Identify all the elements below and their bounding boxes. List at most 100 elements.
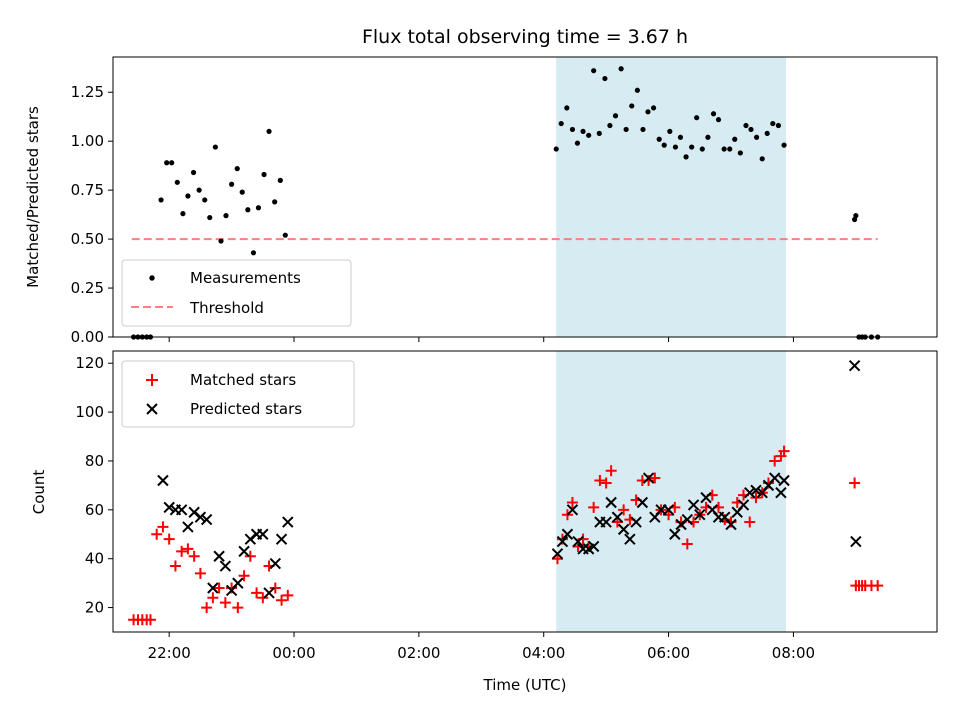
measurement-point xyxy=(255,205,262,211)
measurement-point xyxy=(234,166,240,172)
measurement-point xyxy=(748,126,754,133)
matched-star-point xyxy=(594,475,606,487)
matched-star-point xyxy=(188,550,200,562)
top-panel: 0.00 0.25 0.50 0.75 1.00 1.25 Matched/Predict… xyxy=(24,56,938,346)
predicted-star-point xyxy=(561,528,574,540)
predicted-star-point xyxy=(556,535,569,548)
measurement-point xyxy=(650,105,657,111)
top-ylabel: Matched/Predicted stars xyxy=(24,106,42,288)
measurement-point xyxy=(229,181,235,187)
predicted-star-point xyxy=(213,550,225,562)
bottom-panel: 20 40 60 80 100 120 22:00 00:00 02:00 04:00 06:00 0… xyxy=(30,350,938,694)
top-ytick-label: 0.50 xyxy=(71,230,104,248)
measurement-point xyxy=(775,122,782,129)
predicted-star-point xyxy=(275,533,288,545)
matched-star-point xyxy=(778,445,790,457)
top-ytick-label: 0.00 xyxy=(71,328,104,346)
matched-star-point xyxy=(588,501,600,513)
predicted-star-point xyxy=(269,557,282,570)
bottom-ytick-label: 40 xyxy=(85,550,104,568)
predicted-star-point xyxy=(775,487,787,499)
matched-star-point xyxy=(618,504,630,516)
measurement-point xyxy=(180,211,186,217)
measurement-point xyxy=(245,207,251,213)
predicted-star-point xyxy=(200,513,213,526)
top-legend-label-1: Threshold xyxy=(189,299,264,317)
predicted-star-point xyxy=(737,499,750,511)
chart-title: Flux total observing time = 3.67 h xyxy=(362,26,688,48)
matched-star-point xyxy=(163,533,175,545)
matched-star-point xyxy=(872,580,884,592)
measurement-point xyxy=(781,142,787,148)
measurement-point xyxy=(689,144,695,150)
predicted-star-point xyxy=(778,474,790,487)
predicted-star-point xyxy=(282,516,294,528)
measurement-point xyxy=(645,109,651,115)
xtick-label: 04:00 xyxy=(522,644,565,662)
matched-star-point xyxy=(238,570,250,582)
matched-star-point xyxy=(151,528,163,540)
bottom-legend: Matched stars Predicted stars xyxy=(121,360,355,428)
predicted-star-point xyxy=(238,545,250,558)
measurement-point xyxy=(174,179,180,185)
matched-star-point xyxy=(605,465,617,477)
matched-star-point xyxy=(744,516,756,528)
xtick-label: 06:00 xyxy=(647,644,690,662)
matched-star-point xyxy=(232,602,244,614)
bottom-legend-label-0: Matched stars xyxy=(190,371,296,389)
measurement-point xyxy=(721,146,727,152)
measurement-point xyxy=(218,238,224,244)
measurement-point xyxy=(558,120,564,127)
top-ytick-label: 0.25 xyxy=(71,279,104,297)
measurement-point xyxy=(607,122,613,129)
measurement-point xyxy=(677,134,684,140)
predicted-star-point xyxy=(850,535,862,548)
measurement-point xyxy=(715,117,722,123)
bottom-ytick-label: 120 xyxy=(75,354,104,372)
measurement-point xyxy=(710,111,717,117)
measurement-point xyxy=(574,140,581,146)
matched-star-point xyxy=(157,521,169,533)
top-observing-span xyxy=(556,57,786,337)
measurement-point xyxy=(618,66,624,72)
measurement-point xyxy=(564,105,570,111)
predicted-star-point xyxy=(744,487,756,499)
xtick-label: 22:00 xyxy=(148,644,191,662)
predicted-star-point xyxy=(600,516,612,528)
bottom-ytick-label: 20 xyxy=(85,599,104,617)
bottom-ytick-label: 100 xyxy=(75,403,104,421)
measurement-point xyxy=(169,160,175,166)
predicted-star-point xyxy=(551,548,564,560)
measurement-point xyxy=(699,146,705,152)
bottom-ytick-label: 60 xyxy=(85,501,104,519)
matched-star-point xyxy=(144,614,156,626)
predicted-star-point xyxy=(681,513,694,526)
measurement-point xyxy=(753,134,760,140)
xtick-label: 02:00 xyxy=(397,644,440,662)
x-axis-label: Time (UTC) xyxy=(483,676,567,694)
matched-star-point xyxy=(276,594,288,606)
predicted-star-point xyxy=(768,472,781,484)
matched-star-point xyxy=(213,582,225,594)
measurement-point xyxy=(261,171,267,178)
matched-star-point xyxy=(750,492,762,504)
bottom-legend-label-1: Predicted stars xyxy=(190,400,302,418)
predicted-star-point xyxy=(219,560,232,572)
matched-star-point xyxy=(244,550,256,562)
matched-legend-marker xyxy=(146,374,158,386)
predicted-star-point xyxy=(232,577,244,589)
measurement-point xyxy=(732,136,738,142)
predicted-star-point xyxy=(163,501,175,514)
predicted-star-point xyxy=(662,504,675,516)
measurement-point xyxy=(212,144,218,150)
measurements-legend-marker xyxy=(149,275,155,281)
top-legend-label-0: Measurements xyxy=(190,269,301,287)
predicted-star-point xyxy=(642,472,655,484)
measurement-point xyxy=(202,197,208,203)
bottom-ytick-label: 80 xyxy=(85,452,104,470)
predicted-star-point xyxy=(700,491,712,504)
measurement-point xyxy=(185,193,191,199)
matched-star-point xyxy=(194,567,206,579)
measurement-point xyxy=(596,130,602,136)
predicted-star-point xyxy=(587,540,600,553)
